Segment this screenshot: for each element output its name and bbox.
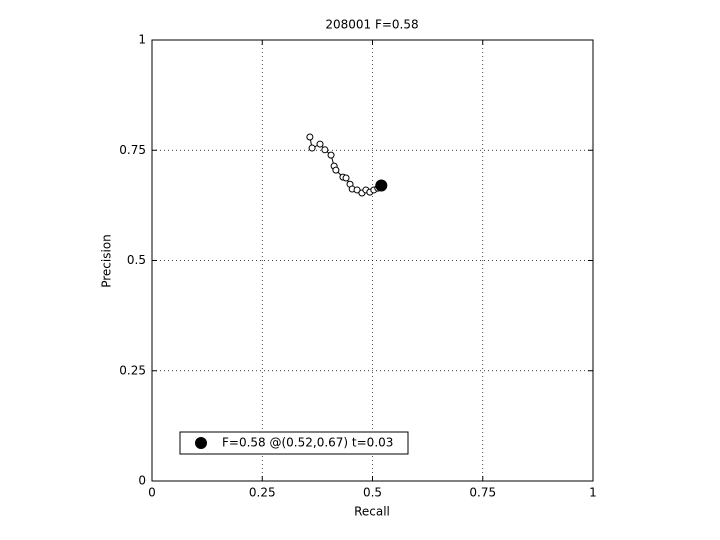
x-tick-label: 0.5: [363, 486, 382, 500]
x-tick-label: 1: [589, 486, 597, 500]
x-tick-label: 0: [148, 486, 156, 500]
legend-marker: [195, 437, 207, 449]
y-axis-label: Precision: [100, 234, 114, 288]
y-tick-label: 0.75: [119, 143, 146, 157]
y-tick-label: 0: [138, 474, 146, 488]
y-tick-label: 1: [138, 33, 146, 47]
point: [353, 186, 361, 194]
point: [321, 146, 329, 154]
point: [332, 166, 340, 174]
point: [316, 140, 324, 148]
point: [342, 174, 350, 182]
best-point: [375, 179, 388, 192]
y-tick-label: 0.25: [119, 363, 146, 377]
point: [306, 133, 314, 141]
chart-title: 208001 F=0.58: [325, 18, 418, 32]
x-tick-label: 0.75: [469, 486, 496, 500]
x-axis-label: Recall: [354, 505, 390, 519]
legend-box: [179, 431, 409, 455]
point: [327, 151, 335, 159]
x-tick-label: 0.25: [249, 486, 276, 500]
point: [308, 144, 316, 152]
legend-label: F=0.58 @(0.52,0.67) t=0.03: [222, 436, 393, 450]
y-tick-label: 0.5: [127, 253, 146, 267]
